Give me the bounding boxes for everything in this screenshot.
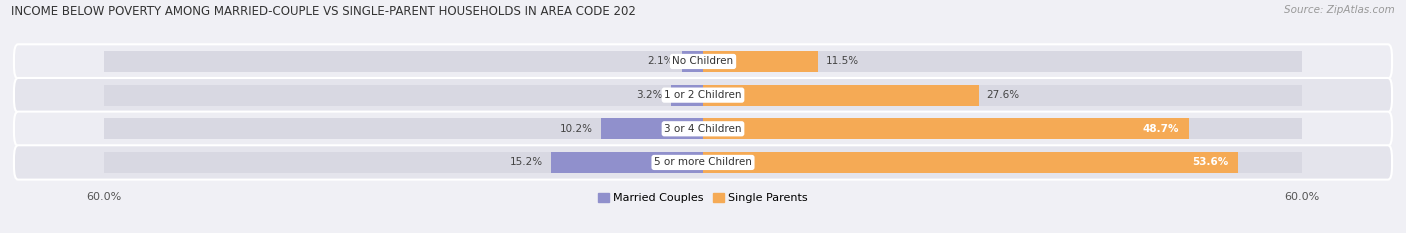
Bar — [104, 51, 703, 72]
Bar — [104, 152, 703, 173]
Text: 10.2%: 10.2% — [560, 124, 593, 134]
Text: 3 or 4 Children: 3 or 4 Children — [664, 124, 742, 134]
Bar — [703, 51, 1302, 72]
Text: 1 or 2 Children: 1 or 2 Children — [664, 90, 742, 100]
Bar — [703, 85, 979, 106]
Text: 53.6%: 53.6% — [1192, 158, 1229, 168]
Text: INCOME BELOW POVERTY AMONG MARRIED-COUPLE VS SINGLE-PARENT HOUSEHOLDS IN AREA CO: INCOME BELOW POVERTY AMONG MARRIED-COUPL… — [11, 5, 636, 18]
Text: 15.2%: 15.2% — [510, 158, 543, 168]
Bar — [671, 85, 703, 106]
Text: 27.6%: 27.6% — [987, 90, 1019, 100]
Text: 11.5%: 11.5% — [825, 56, 859, 66]
Text: 3.2%: 3.2% — [637, 90, 664, 100]
FancyBboxPatch shape — [14, 112, 1392, 146]
Bar — [703, 118, 1189, 139]
Bar — [551, 152, 703, 173]
Legend: Married Couples, Single Parents: Married Couples, Single Parents — [593, 189, 813, 208]
Bar — [682, 51, 703, 72]
Bar — [703, 118, 1302, 139]
Bar — [703, 51, 818, 72]
FancyBboxPatch shape — [14, 145, 1392, 180]
Bar — [104, 118, 703, 139]
FancyBboxPatch shape — [14, 78, 1392, 112]
Bar — [602, 118, 703, 139]
Bar — [104, 85, 703, 106]
Bar — [703, 152, 1239, 173]
Text: Source: ZipAtlas.com: Source: ZipAtlas.com — [1284, 5, 1395, 15]
Text: 5 or more Children: 5 or more Children — [654, 158, 752, 168]
Text: No Children: No Children — [672, 56, 734, 66]
Bar — [703, 152, 1302, 173]
FancyBboxPatch shape — [14, 44, 1392, 79]
Text: 2.1%: 2.1% — [648, 56, 673, 66]
Bar — [703, 85, 1302, 106]
Text: 48.7%: 48.7% — [1143, 124, 1180, 134]
